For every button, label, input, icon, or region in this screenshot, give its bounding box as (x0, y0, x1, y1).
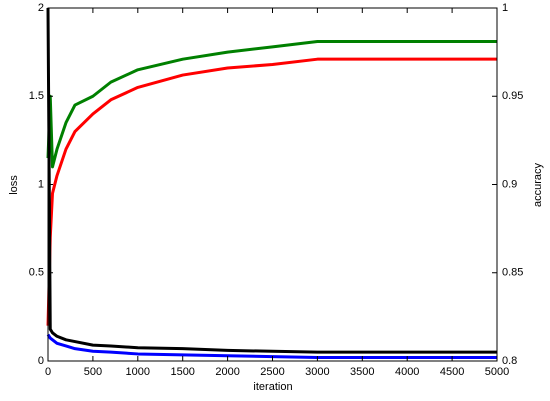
y-tick-label: 0 (38, 355, 44, 367)
x-tick-label: 2000 (215, 366, 239, 378)
x-tick-label: 4000 (395, 366, 419, 378)
y-tick-label: 1 (38, 178, 44, 190)
x-tick-label: 2500 (260, 366, 284, 378)
line-series (46, 57, 497, 326)
x-tick-label: 4500 (440, 366, 464, 378)
line-series (46, 333, 497, 359)
x-tick-label: 500 (84, 366, 102, 378)
y2-tick-label: 0.95 (502, 90, 523, 102)
y-axis-label: loss (8, 175, 20, 195)
y2-tick-label: 0.9 (502, 178, 517, 190)
line-series (46, 7, 497, 354)
x-tick-label: 0 (45, 366, 51, 378)
y-tick-label: 1.5 (29, 90, 44, 102)
y2-tick-label: 0.85 (502, 267, 523, 279)
y2-axis-label: accuracy (532, 162, 544, 207)
x-tick-label: 1000 (126, 366, 150, 378)
x-tick-label: 1500 (170, 366, 194, 378)
x-tick-label: 3000 (305, 366, 329, 378)
x-tick-label: 5000 (485, 366, 509, 378)
y-tick-label: 2 (38, 2, 44, 14)
x-tick-label: 3500 (350, 366, 374, 378)
y2-tick-label: 1 (502, 2, 508, 14)
x-axis-label: iteration (253, 381, 292, 393)
line-series (46, 40, 497, 169)
y-tick-label: 0.5 (29, 267, 44, 279)
y2-tick-label: 0.8 (502, 355, 517, 367)
